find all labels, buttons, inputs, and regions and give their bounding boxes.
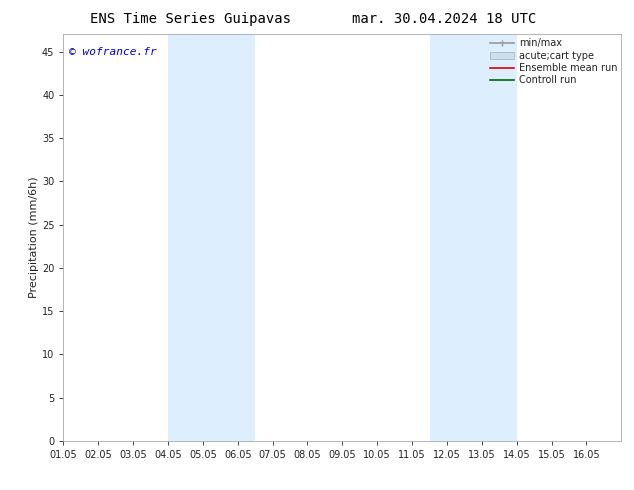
Y-axis label: Precipitation (mm/6h): Precipitation (mm/6h)	[29, 177, 39, 298]
Bar	[429, 34, 517, 441]
Bar	[168, 34, 255, 441]
Text: © wofrance.fr: © wofrance.fr	[69, 47, 157, 56]
Legend: min/max, acute;cart type, Ensemble mean run, Controll run: min/max, acute;cart type, Ensemble mean …	[488, 36, 619, 87]
Text: mar. 30.04.2024 18 UTC: mar. 30.04.2024 18 UTC	[352, 12, 536, 26]
Text: ENS Time Series Guipavas: ENS Time Series Guipavas	[89, 12, 291, 26]
